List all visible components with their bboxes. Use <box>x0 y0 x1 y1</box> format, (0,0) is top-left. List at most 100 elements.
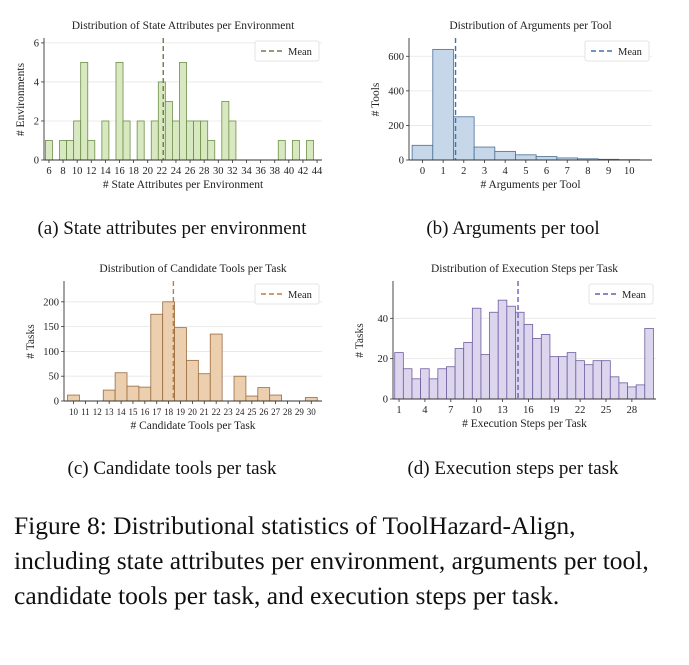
bar <box>102 389 116 402</box>
legend-box <box>584 40 650 62</box>
x-tick-label: 18 <box>128 166 139 177</box>
x-tick-label: 1 <box>396 405 401 416</box>
y-axis-label: # Tools <box>370 82 382 116</box>
bar <box>566 352 577 400</box>
figure-caption: Figure 8: Distributional statistics of T… <box>14 511 649 610</box>
bar <box>269 394 282 402</box>
bar <box>150 313 164 402</box>
bar <box>101 120 110 161</box>
bar <box>122 120 131 161</box>
x-tick-label: 26 <box>259 407 269 417</box>
bar <box>245 395 259 402</box>
x-tick-label: 6 <box>46 166 51 177</box>
bar <box>233 375 247 402</box>
bar <box>627 386 637 400</box>
bar <box>136 120 145 161</box>
subcaption-b: (b) Arguments per tool <box>426 218 600 239</box>
bar <box>635 384 646 400</box>
bar <box>174 327 187 402</box>
bar <box>172 120 180 161</box>
x-tick-label: 21 <box>200 407 209 417</box>
bar <box>535 156 558 161</box>
y-tick-label: 200 <box>43 297 59 308</box>
bar <box>437 368 447 400</box>
x-tick-label: 7 <box>448 405 453 416</box>
legend-box <box>254 40 320 62</box>
legend-mean-label: Mean <box>622 290 647 301</box>
chart-arguments: 0 200 400 600 0 1 2 3 4 5 6 7 8 9 10 Distribution of Ar… <box>370 20 652 191</box>
x-tick-label: 22 <box>575 405 586 416</box>
bar <box>138 386 152 402</box>
x-tick-label: 24 <box>235 407 245 417</box>
bar <box>67 394 80 402</box>
x-tick-label: 16 <box>523 405 534 416</box>
x-tick-label: 40 <box>284 166 295 177</box>
subcaption-d: (d) Execution steps per task <box>407 458 619 479</box>
x-tick-label: 34 <box>241 166 252 177</box>
x-axis-label: # Arguments per Tool <box>480 179 580 191</box>
x-tick-label: 9 <box>606 166 611 177</box>
bar <box>291 140 300 161</box>
chart-title: Distribution of Execution Steps per Task <box>431 263 618 275</box>
x-tick-label: 28 <box>627 405 638 416</box>
bar <box>66 140 75 161</box>
x-tick-label: 22 <box>212 407 221 417</box>
bar <box>221 101 230 161</box>
x-tick-label: 18 <box>164 407 174 417</box>
x-tick-label: 16 <box>114 166 125 177</box>
x-tick-label: 5 <box>523 166 528 177</box>
y-tick-label: 150 <box>43 322 59 333</box>
x-tick-label: 8 <box>60 166 65 177</box>
x-tick-label: 16 <box>140 407 150 417</box>
chart-panel-arguments: 0 200 400 600 0 1 2 3 4 5 6 7 8 9 10 Distribution of Ar… <box>345 10 685 200</box>
bar <box>411 378 421 400</box>
y-axis-label: # Tasks <box>354 323 366 358</box>
x-tick-label: 10 <box>624 166 635 177</box>
bar <box>480 354 490 400</box>
bar <box>506 305 516 400</box>
x-tick-label: 30 <box>213 166 224 177</box>
bar <box>584 364 594 400</box>
x-tick-label: 10 <box>72 166 83 177</box>
bar <box>473 146 496 161</box>
x-tick-label: 20 <box>188 407 198 417</box>
bar <box>87 140 96 161</box>
bar <box>80 62 89 161</box>
x-tick-label: 36 <box>255 166 266 177</box>
y-tick-label: 40 <box>378 314 389 325</box>
bar <box>179 62 187 161</box>
chart-candidate-tools: 0 50 100 150 200 10 11 12 13 14 15 16 17 18 19 20 21 22 23… <box>25 263 322 432</box>
x-tick-label: 25 <box>601 405 612 416</box>
bar <box>446 366 456 400</box>
bar <box>494 150 516 161</box>
y-tick-label: 0 <box>383 395 388 406</box>
x-tick-label: 12 <box>86 166 97 177</box>
bar <box>428 378 439 400</box>
x-tick-label: 27 <box>271 407 281 417</box>
x-tick-label: 30 <box>307 407 317 417</box>
bar <box>549 356 559 400</box>
bar <box>523 323 534 400</box>
bar <box>277 140 286 161</box>
chart-title: Distribution of State Attributes per Env… <box>72 20 295 32</box>
bar <box>257 387 271 402</box>
bar <box>209 333 223 402</box>
bar <box>471 307 482 400</box>
x-tick-label: 11 <box>81 407 90 417</box>
y-tick-label: 0 <box>34 156 39 167</box>
bar <box>207 140 216 161</box>
y-axis-label: # Environments <box>15 62 27 136</box>
bar <box>228 120 237 161</box>
bar <box>73 120 82 161</box>
x-axis-label: # State Attributes per Environment <box>103 179 264 191</box>
bar <box>575 360 585 400</box>
x-tick-label: 24 <box>171 166 182 177</box>
x-tick-label: 14 <box>117 407 127 417</box>
x-tick-label: 14 <box>100 166 111 177</box>
bar <box>115 62 124 161</box>
bar <box>453 116 475 161</box>
y-tick-label: 4 <box>34 77 40 88</box>
bar <box>618 382 628 400</box>
x-tick-label: 22 <box>157 166 168 177</box>
bar <box>45 140 53 161</box>
